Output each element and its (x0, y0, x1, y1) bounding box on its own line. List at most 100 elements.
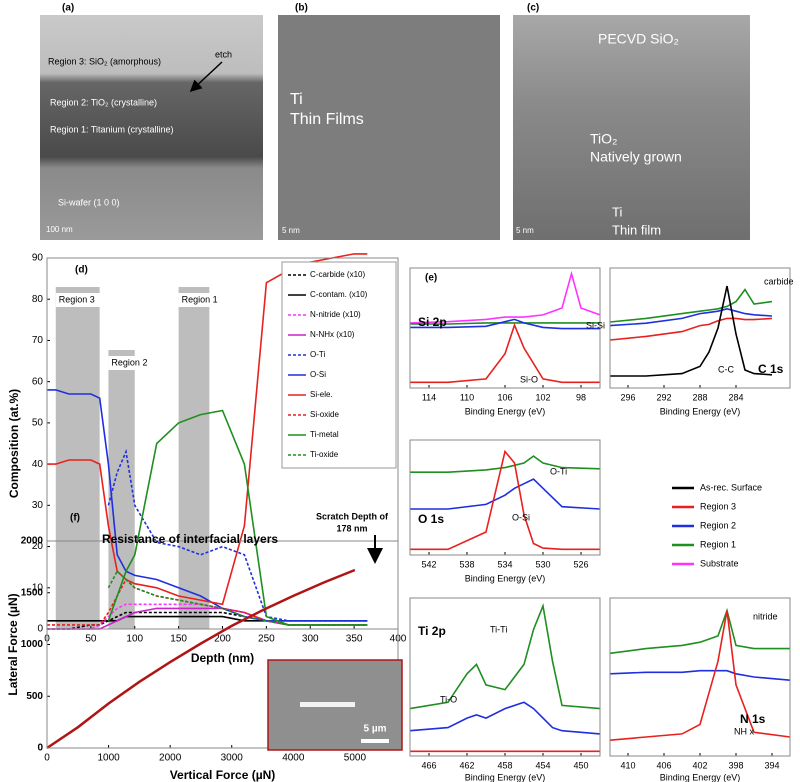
x-tick-label: 530 (535, 559, 550, 569)
x-tick-label: 406 (656, 760, 671, 770)
band-label: Region 3 (59, 294, 95, 304)
series-line (609, 288, 773, 323)
inset-scratch (300, 702, 355, 707)
region-band (178, 287, 210, 629)
y-tick-label: 0 (37, 624, 43, 635)
panel-label: (c) (527, 3, 539, 14)
scale-label: 5 µm (364, 724, 387, 735)
x-tick-label: 250 (258, 634, 275, 645)
tem-image-c (513, 15, 750, 240)
x-tick-label: 410 (620, 760, 635, 770)
x-axis-label: Binding Energy (eV) (660, 406, 741, 416)
x-tick-label: 200 (214, 634, 231, 645)
plot-frame (609, 597, 791, 757)
annotation: Ti-O (440, 694, 457, 704)
tem-image-b (278, 15, 500, 240)
plot-frame (409, 267, 601, 389)
x-axis-label: Binding Energy (eV) (465, 772, 546, 782)
annotation: carbide (764, 276, 794, 286)
x-tick-label: 394 (764, 760, 779, 770)
legend-label: N-nitride (x10) (310, 310, 361, 319)
scale-label: 100 nm (46, 225, 73, 234)
annotation: C-C (718, 364, 734, 374)
image-label: Region 3: SiO₂ (amorphous) (48, 56, 161, 66)
x-tick-label: 284 (728, 392, 743, 402)
legend-label: O-Si (310, 370, 326, 379)
panel-label: (b) (295, 3, 308, 14)
legend-label: C-contam. (x10) (310, 290, 368, 299)
x-tick-label: 110 (460, 392, 474, 402)
x-axis-label: Depth (nm) (191, 651, 254, 665)
legend-label: Ti-metal (310, 430, 339, 439)
x-tick-label: 150 (170, 634, 187, 645)
etch-arrow (189, 61, 223, 93)
image-label: Thin film (612, 222, 661, 237)
series-line (609, 669, 791, 681)
x-tick-label: 5000 (344, 753, 367, 764)
band-label: Region 1 (182, 294, 218, 304)
x-tick-label: 296 (620, 392, 635, 402)
spectrum-title: Si 2p (418, 315, 447, 329)
y-tick-label: 70 (32, 335, 44, 346)
x-tick-label: 98 (576, 392, 586, 402)
spectrum-title: C 1s (758, 362, 784, 376)
image-label: Ti (612, 204, 622, 219)
panel-label: (f) (70, 513, 80, 524)
panel-label: (e) (425, 273, 437, 284)
x-tick-label: 350 (346, 634, 363, 645)
y-tick-label: 60 (32, 376, 44, 387)
plot-frame (609, 267, 791, 389)
scale-bar (361, 739, 389, 743)
y-tick-label: 50 (32, 418, 44, 429)
x-tick-label: 0 (44, 753, 50, 764)
y-tick-label: 40 (32, 459, 44, 470)
x-axis-label: Binding Energy (eV) (660, 772, 741, 782)
scale-label: 5 nm (282, 226, 300, 235)
y-tick-label: 1500 (21, 587, 44, 598)
x-tick-label: 300 (302, 634, 319, 645)
image-label: Si-wafer (1 0 0) (58, 197, 120, 207)
series-line (46, 568, 356, 750)
series-line (410, 478, 601, 510)
image-label: Region 1: Titanium (crystalline) (50, 124, 174, 134)
band-label-box (178, 293, 225, 307)
legend-box (281, 261, 397, 469)
image-label: TiO₂ (590, 131, 617, 147)
scale-label: 5 nm (516, 226, 534, 235)
chart-title: Resistance of interfacial layers (102, 532, 278, 546)
x-tick-label: 466 (421, 760, 436, 770)
annotation: O-Ti (550, 466, 567, 476)
y-tick-label: 80 (32, 294, 44, 305)
panel-label: (a) (62, 3, 74, 14)
x-tick-label: 3000 (221, 753, 244, 764)
x-tick-label: 458 (497, 760, 512, 770)
legend-label: Si-ele. (310, 390, 333, 399)
y-tick-label: 0 (37, 743, 43, 754)
series-line (410, 455, 601, 473)
plot-frame (409, 439, 601, 556)
y-tick-label: 90 (32, 253, 44, 264)
x-axis-label: Binding Energy (eV) (465, 573, 546, 583)
image-label: PECVD SiO₂ (598, 31, 679, 47)
x-tick-label: 526 (573, 559, 588, 569)
y-tick-label: 20 (32, 541, 44, 552)
annotation: nitride (753, 611, 778, 621)
legend-label: Substrate (700, 558, 739, 568)
series-line (609, 307, 773, 327)
series-line (410, 322, 600, 384)
x-tick-label: 462 (459, 760, 474, 770)
region-band (55, 287, 100, 629)
series-line (410, 318, 600, 330)
annotation: Si-O (520, 374, 538, 384)
series-line (609, 317, 773, 341)
x-tick-label: 402 (692, 760, 707, 770)
image-label: Natively grown (590, 149, 682, 165)
legend-label: Region 2 (700, 520, 736, 530)
x-tick-label: 50 (85, 634, 97, 645)
plot-frame (46, 540, 399, 749)
band-label-box (55, 293, 102, 307)
plot-frame (409, 597, 601, 757)
image-label: etch (215, 49, 232, 59)
legend-label: Region 1 (700, 539, 736, 549)
